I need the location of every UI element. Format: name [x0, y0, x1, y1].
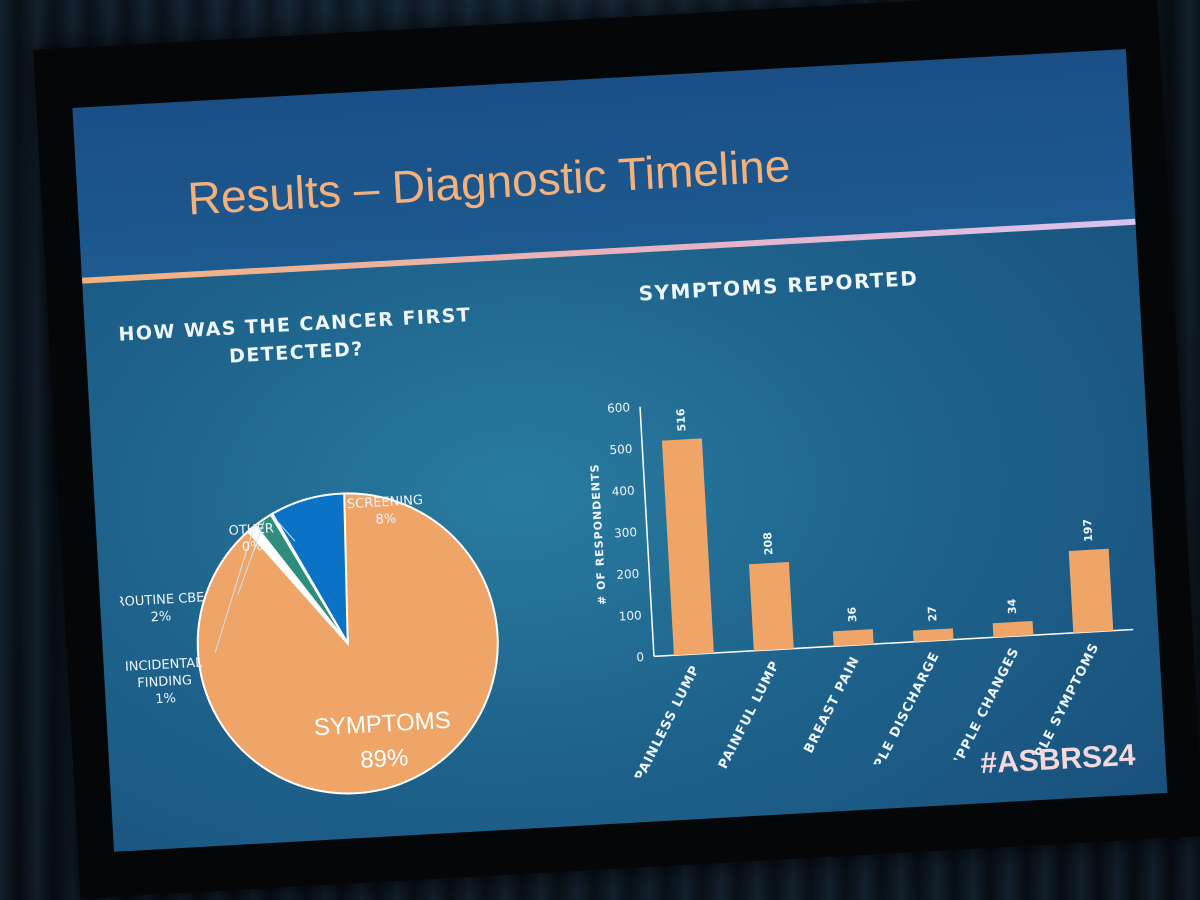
bar-breast-pain [832, 629, 874, 647]
x-category-label: NIPPLE DISCHARGE [858, 649, 942, 784]
pie-value-incidental-finding: 1% [155, 691, 176, 707]
pie-value-symptoms: 89% [360, 744, 409, 774]
pie-label-screening: SCREENING [347, 493, 424, 512]
bar-value-label: 36 [846, 606, 860, 622]
bar-value-label: 208 [761, 532, 775, 556]
x-category-label: BREAST PAIN [801, 654, 863, 756]
y-tick-label: 100 [618, 608, 642, 623]
pie-value-other: 0% [242, 539, 263, 555]
bar-nipple-discharge [912, 628, 954, 642]
bar-painful-lump [748, 562, 794, 651]
y-tick-label: 400 [611, 484, 635, 499]
hashtag: #ASBRS24 [979, 738, 1137, 781]
bar-multiple-symptoms [1068, 548, 1114, 633]
bar-value-label: 34 [1005, 598, 1019, 614]
pie-value-routine-cbe: 2% [150, 609, 171, 625]
projection-screen: Results – Diagnostic Timeline HOW WAS TH… [33, 0, 1200, 899]
bar-value-label: 516 [674, 408, 688, 432]
pie-label-incidental-finding: FINDING [137, 673, 192, 691]
y-tick-label: 500 [609, 442, 633, 457]
bar-value-label: 197 [1081, 519, 1095, 543]
pie-slice-screening [271, 492, 349, 644]
pie-value-screening: 8% [375, 512, 396, 528]
y-axis [639, 406, 655, 657]
bar-skin-nipple-changes [992, 620, 1034, 638]
x-category-label: PAINFUL LUMP [716, 658, 783, 771]
pie-label-incidental-finding: INCIDENTAL [125, 656, 204, 675]
x-axis [653, 628, 1134, 658]
y-tick-label: 600 [607, 400, 631, 415]
pie-label-other: OTHER [228, 521, 274, 538]
bar-chart: 0 100 200 300 400 500 600 # OF RESPONDENTS 516 PA… [588, 400, 1134, 785]
x-category-label: PAINLESS LUMP [632, 663, 703, 784]
pie-label-routine-cbe: ROUTINE CBE [115, 590, 205, 610]
pie-leader-other [272, 515, 296, 542]
slide: Results – Diagnostic Timeline HOW WAS TH… [72, 49, 1168, 852]
bar-value-label: 27 [926, 606, 940, 622]
y-tick-label: 300 [614, 525, 638, 540]
y-tick-label: 0 [636, 650, 644, 664]
bar-painless-lump [661, 438, 714, 656]
y-tick-label: 200 [616, 567, 640, 582]
pie-leader-routine-cbe [237, 521, 265, 595]
pie-leader-incidental-finding [214, 529, 254, 653]
y-axis-title: # OF RESPONDENTS [588, 463, 609, 605]
